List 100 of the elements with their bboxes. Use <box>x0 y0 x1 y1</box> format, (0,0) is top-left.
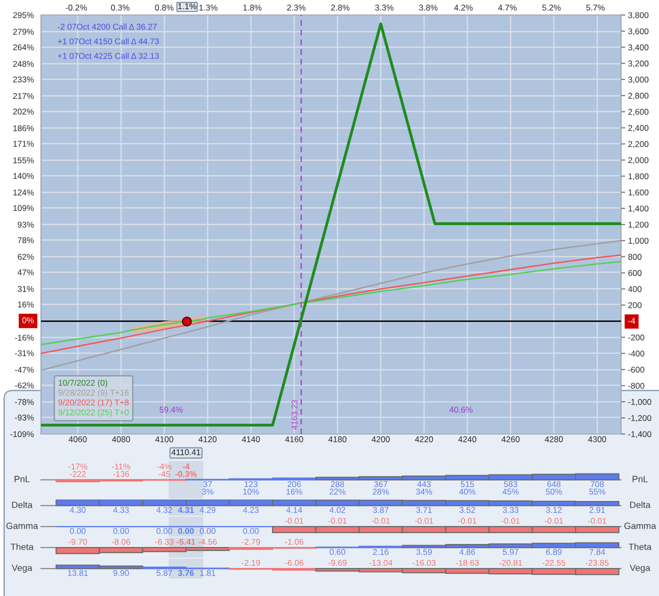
y-axis-title: PnL <box>14 476 30 482</box>
text: 10/7/2022 (0) <box>58 380 108 388</box>
annotation: 59.4% <box>160 406 183 413</box>
y2-tick-label: 600 <box>628 270 642 276</box>
data-label: -0.01 <box>544 518 563 524</box>
annotation: 3.76 <box>178 570 194 576</box>
data-label: 5.97 <box>502 549 518 555</box>
x-tick-label: 4240 <box>458 436 476 442</box>
y2-tick-label: -4 <box>628 318 636 324</box>
data-label: -0.01 <box>328 518 347 524</box>
y-tick-label: 62% <box>18 254 34 260</box>
x2-tick-label: 5.7% <box>586 4 605 11</box>
y2-tick-label: 2,800 <box>628 92 648 100</box>
x2-tick-label: 1.8% <box>243 4 262 11</box>
data-label: 9.90 <box>113 570 129 576</box>
data-label: -0.01 <box>372 518 390 524</box>
y-tick-label: -62% <box>14 382 34 388</box>
annotation: +1 07Oct 4150 Call Δ 44.73 <box>58 38 159 44</box>
data-label: -1.06 <box>285 538 304 545</box>
y-tick-label: 186% <box>13 125 34 132</box>
y-tick-label: 16% <box>18 302 34 308</box>
x2-tick-label: 4.7% <box>498 4 517 11</box>
data-label: -6.06 <box>285 560 304 566</box>
x2-tick-label: 0.3% <box>111 4 130 11</box>
band-label: 4110.41 <box>171 449 200 456</box>
y2-tick-label: -1,400 <box>628 431 652 438</box>
y-tick-label: 202% <box>13 108 34 115</box>
y-axis-title: Vega <box>12 564 32 573</box>
y2-tick-label: 1,800 <box>628 173 648 180</box>
data-label: -0.01 <box>414 518 434 524</box>
x-tick-label: 4260 <box>502 436 520 442</box>
x2-tick-label: 5.2% <box>542 4 561 11</box>
x-tick-label: 4140 <box>242 436 260 442</box>
annotation: -4 -0.3% <box>175 464 197 477</box>
data-label: 1.81 <box>200 570 216 576</box>
data-label: 5.87 <box>156 570 172 576</box>
y-tick-label: 124% <box>13 190 34 196</box>
y-tick-label: -47% <box>14 366 34 373</box>
y2-tick-label: 3,600 <box>628 28 648 36</box>
data-label: 4.02 <box>330 507 346 513</box>
data-label: -23.85 <box>586 560 609 566</box>
line-series <box>41 240 621 372</box>
x-tick-label: 4280 <box>544 436 563 442</box>
x-tick-label: 4100 <box>155 436 174 442</box>
x-tick-label: 4160 <box>285 436 304 442</box>
y-tick-label: 217% <box>13 93 34 99</box>
y-tick-label: 0% <box>22 317 34 324</box>
y2-tick-label: -1,200 <box>628 415 652 422</box>
data-label: -0.01 <box>458 518 476 524</box>
y2-tick-label: 2,200 <box>628 141 648 148</box>
data-label: -16.03 <box>412 560 436 566</box>
y2-tick-label: -600 <box>628 366 644 373</box>
data-label: 2.16 <box>373 549 389 555</box>
y2-axis-title: PnL <box>632 476 648 482</box>
data-label: 3.52 <box>460 507 476 513</box>
data-label: 583 45% <box>502 481 519 495</box>
y-tick-label: -16% <box>14 334 34 341</box>
y-tick-label: -78% <box>14 399 34 405</box>
y2-tick-label: 800 <box>628 254 642 260</box>
x2-tick-label: -0.2% <box>66 4 87 11</box>
y2-tick-label: 1,200 <box>628 222 648 229</box>
y-tick-label: 140% <box>13 172 34 179</box>
data-label: 206 16% <box>286 481 302 495</box>
x2-tick-label: 3.3% <box>375 4 394 11</box>
x2-tick-label: 2.8% <box>331 4 350 11</box>
x2-tick-label: 1.3% <box>199 4 218 11</box>
y-axis-title: Theta <box>10 543 34 550</box>
y-tick-label: 93% <box>18 222 34 228</box>
y-tick-label: -109% <box>10 431 34 438</box>
x2-tick-label: 4.2% <box>454 4 473 11</box>
y2-axis-title: Vega <box>630 564 650 573</box>
data-label: 648 50% <box>546 481 562 495</box>
data-label: 0.00 <box>243 528 259 534</box>
data-label: 0.00 <box>70 528 86 534</box>
data-label: -17% -222 <box>68 464 88 477</box>
y-tick-label: 233% <box>13 76 34 82</box>
text: 4.31 <box>178 507 194 513</box>
x2-tick-label: 1.1% <box>178 3 196 10</box>
data-label: -0.01 <box>285 518 304 524</box>
x-tick-label: 4220 <box>414 436 434 442</box>
y2-tick-label: 3,200 <box>628 60 648 68</box>
y2-tick-label: 1,400 <box>628 206 648 212</box>
data-label: 443 34% <box>416 481 432 495</box>
x2-tick-label: 0.8% <box>155 4 174 11</box>
data-label: 288 22% <box>330 481 346 495</box>
data-label: 3.12 <box>546 507 562 513</box>
y2-tick-label: 1,600 <box>628 189 648 196</box>
y2-axis-title: Delta <box>630 501 651 508</box>
y2-axis-title: Gamma <box>624 522 656 530</box>
x2-tick-label: 2.3% <box>287 4 306 11</box>
data-label: -4% -45 <box>157 464 172 477</box>
x-tick-label: 4080 <box>112 436 130 442</box>
text: 9/28/2022 (9) T+16 <box>58 389 129 398</box>
y-tick-label: 31% <box>18 286 34 292</box>
y2-tick-label: 200 <box>628 302 642 308</box>
y2-tick-label: 3,400 <box>628 44 648 52</box>
data-label: -22.55 <box>542 560 566 566</box>
data-label: 4.14 <box>286 507 302 513</box>
annotation: 40.6% <box>449 406 473 413</box>
data-label: 515 40% <box>459 481 476 495</box>
